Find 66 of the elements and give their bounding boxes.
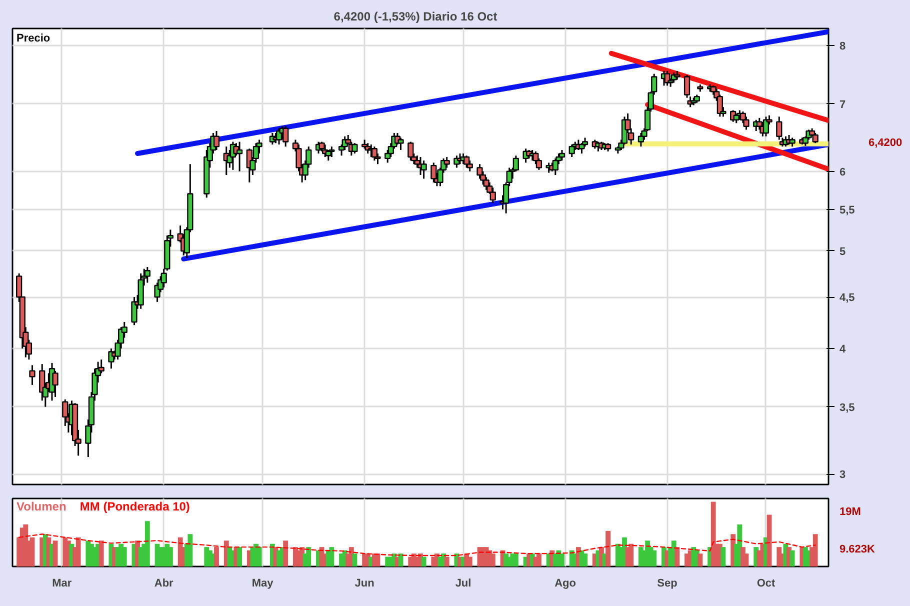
candlestick [352,142,358,154]
x-tick-label: May [252,578,274,590]
bar [168,547,173,566]
y-tick-label: 3,5 [840,402,855,414]
bar [812,534,818,566]
text: 19M [840,506,861,518]
bar [513,554,518,566]
bar [188,534,193,566]
y-tick-label: 7 [840,98,846,111]
bar [467,556,472,566]
bar [720,547,726,566]
bar [790,550,795,566]
x-tick-label: Abr [154,578,174,590]
bar [652,550,657,566]
candlestick [743,116,750,130]
candlestick [408,141,414,162]
bar [766,514,772,566]
y-tick-label: 3 [840,469,846,482]
bar [306,547,312,566]
bar [698,554,703,566]
candlestick [463,154,470,168]
y-tick-label: 6 [840,166,846,178]
text: MM (Ponderada 10) [80,500,190,514]
bar [76,537,81,566]
y-tick-label: 4,5 [840,292,855,304]
bar [582,554,588,566]
bar [674,547,680,566]
series-label: Volumen [16,500,66,514]
bar [444,556,450,566]
bar [421,556,426,566]
y-tick-label: 4 [840,343,846,356]
candlestick [398,136,404,151]
text: 6,4200 [868,136,902,149]
candlestick [638,132,644,148]
bar [144,521,150,566]
candlestick [144,266,150,284]
x-tick-label: Oct [756,578,776,590]
candlestick [568,144,575,158]
candlestick [558,149,566,162]
bar [352,554,358,566]
bar [237,547,242,566]
text: 9.623K [840,544,876,556]
chart-title: 6,4200 (-1,53%) Diario 16 Oct [334,10,498,24]
candlestick [490,186,496,204]
bar [490,554,496,566]
x-tick-label: Jun [354,578,375,590]
bar [628,544,634,566]
x-tick-label: Jul [455,578,472,590]
bar [122,547,127,566]
bar [283,540,288,566]
x-tick-label: Mar [52,578,72,590]
candlestick [420,160,427,180]
y-tick-label: 5 [840,246,846,258]
candlestick [466,160,473,172]
bar [536,554,542,566]
x-tick-label: Sep [657,578,678,590]
bar [256,547,262,566]
bar [329,547,334,566]
y-tick-label: 8 [840,40,846,53]
bar [98,540,104,566]
y-axis-title: Precio [16,32,50,44]
candlestick [213,130,220,151]
y-tick-label: 5,5 [840,204,855,216]
bar [560,554,564,566]
bar [214,547,219,566]
x-tick-label: Ago [554,578,576,590]
